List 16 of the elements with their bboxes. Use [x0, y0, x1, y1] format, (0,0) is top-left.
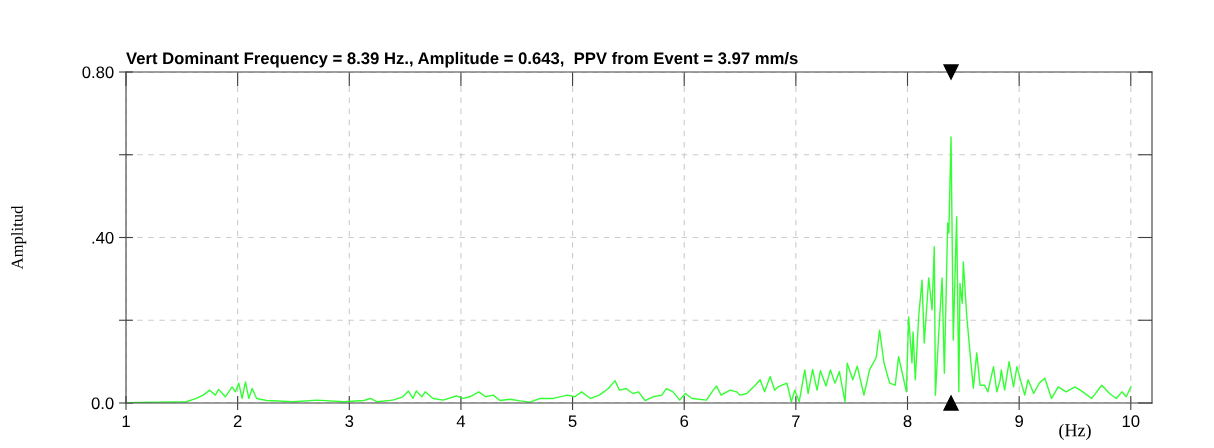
y-tick-label: .40 [92, 231, 114, 244]
x-tick-label: 8 [903, 415, 912, 428]
x-axis-title: (Hz) [1059, 423, 1091, 440]
x-tick-label: 4 [456, 415, 466, 427]
x-tick-label: 5 [568, 415, 577, 428]
chart-title: Vert Dominant Frequency = 8.39 Hz., Amplitude = 0.643, PPV from Event = 3.97 mm/s [126, 51, 798, 68]
x-tick-label: 7 [792, 415, 800, 427]
x-tick-label: 3 [345, 415, 354, 428]
x-tick-label: 2 [233, 415, 242, 427]
y-axis-title: Amplitud [11, 205, 27, 270]
x-tick-label: 9 [1015, 415, 1023, 428]
y-tick-label: 0.80 [82, 66, 114, 79]
x-tick-label: 10 [1122, 415, 1140, 428]
y-tick-label: 0.0 [91, 397, 114, 410]
x-tick-label: 6 [680, 415, 689, 428]
x-tick-label: 1 [122, 415, 130, 427]
